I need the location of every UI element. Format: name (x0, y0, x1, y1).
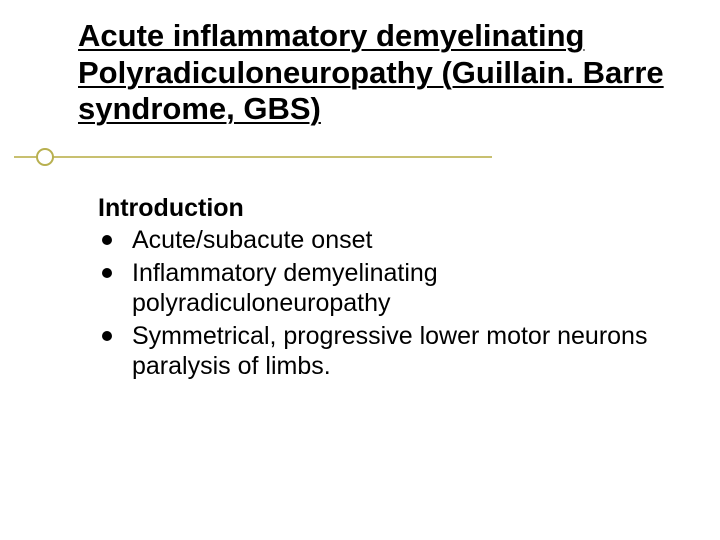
list-item-text: Inflammatory demyelinating polyradiculon… (132, 259, 438, 318)
list-item: Inflammatory demyelinating polyradiculon… (98, 258, 658, 319)
bullet-icon (102, 268, 112, 278)
bullet-icon (102, 235, 112, 245)
intro-heading: Introduction (98, 194, 658, 223)
slide-title: Acute inflammatory demyelinating Polyrad… (78, 18, 668, 128)
accent-circle-icon (36, 148, 54, 166)
slide: Acute inflammatory demyelinating Polyrad… (0, 0, 720, 540)
bullet-list: Acute/subacute onset Inflammatory demyel… (98, 225, 658, 382)
list-item: Acute/subacute onset (98, 225, 658, 256)
accent-underline (14, 156, 492, 158)
list-item: Symmetrical, progressive lower motor neu… (98, 321, 658, 382)
list-item-text: Acute/subacute onset (132, 226, 372, 254)
list-item-text: Symmetrical, progressive lower motor neu… (132, 322, 647, 381)
title-block: Acute inflammatory demyelinating Polyrad… (78, 18, 668, 128)
body-block: Introduction Acute/subacute onset Inflam… (98, 194, 658, 384)
bullet-icon (102, 331, 112, 341)
